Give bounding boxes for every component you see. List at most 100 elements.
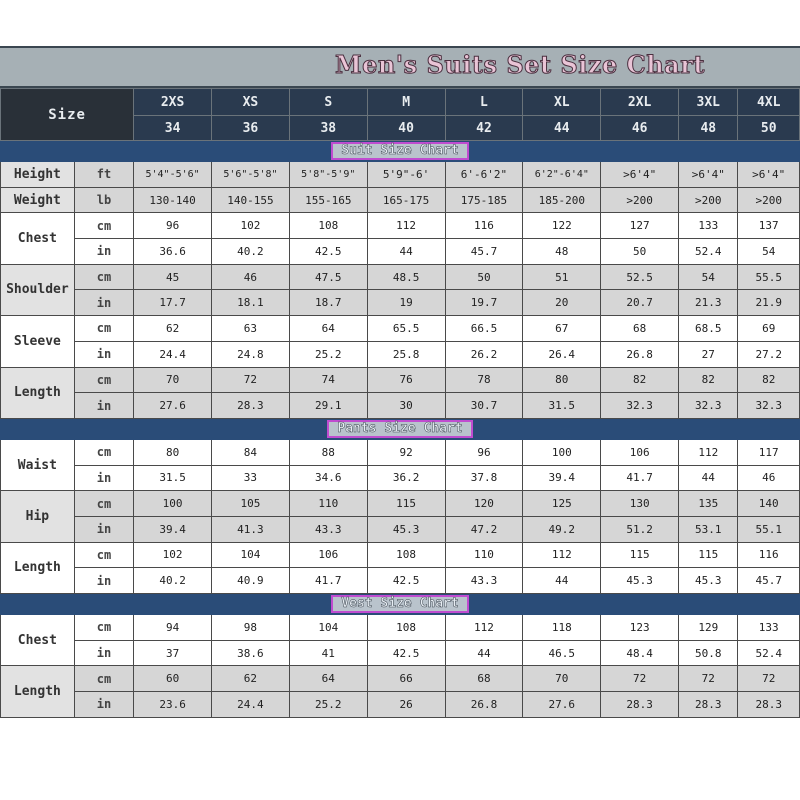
row-label: Weight: [0, 186, 75, 214]
value-cell: 27.6: [522, 691, 602, 718]
row-label: Hip: [0, 490, 75, 543]
value-cell: 27.2: [737, 340, 800, 368]
value-cell: 104: [288, 614, 368, 641]
value-cell: 82: [737, 366, 800, 394]
value-cell: 137: [737, 212, 800, 240]
value-cell: 102: [133, 541, 212, 569]
value-cell: 45.7: [737, 567, 800, 594]
value-cell: 44: [366, 238, 446, 265]
value-cell: 106: [600, 438, 680, 466]
value-cell: 5'4"-5'6": [133, 161, 212, 188]
value-cell: 96: [444, 438, 524, 466]
table-row: in 31.5 33 34.6 36.2 37.8 39.4 41.7 44 46: [1, 464, 800, 492]
size-label: Size: [0, 88, 135, 141]
value-cell: 100: [133, 490, 212, 517]
value-cell: 51.2: [600, 515, 680, 543]
value-cell: 45.3: [600, 567, 680, 594]
value-cell: 5'8"-5'9": [288, 161, 368, 188]
table-row: Sleeve cm 62 63 64 65.5 66.5 67 68 68.5 69: [0, 315, 800, 368]
value-cell: 28.3: [600, 691, 680, 718]
value-cell: 37.8: [444, 464, 524, 492]
unit-label: ft: [73, 161, 135, 188]
value-cell: 31.5: [522, 392, 602, 419]
value-cell: 55.5: [737, 263, 800, 291]
value-cell: 118: [522, 614, 602, 641]
size-header-row: Size 2XS XS S M L XL 2XL 3XL 4XL: [0, 88, 800, 141]
size-table: Size 2XS XS S M L XL 2XL 3XL 4XL 34 36 38 40 42 44 46 48 5…: [0, 88, 800, 718]
table-row: Chest cm 96 102 108 112 116 122 127 133 137: [0, 212, 800, 265]
value-cell: 185-200: [522, 186, 602, 214]
value-cell: 115: [600, 541, 680, 569]
value-cell: 50: [600, 238, 680, 265]
value-cell: 94: [133, 614, 212, 641]
value-cell: 130: [600, 490, 680, 517]
value-cell: 32.3: [737, 392, 800, 419]
value-cell: 41.7: [288, 567, 368, 594]
value-cell: 74: [288, 366, 368, 394]
section-banner-cell: Vest Size Chart: [0, 593, 800, 615]
value-cell: 129: [678, 614, 739, 641]
value-cell: 32.3: [600, 392, 680, 419]
value-cell: 108: [288, 212, 368, 240]
value-cell: 25.8: [366, 340, 446, 368]
value-cell: 44: [444, 639, 524, 667]
value-cell: 72: [678, 665, 739, 693]
value-cell: 44: [678, 464, 739, 492]
value-cell: 36.2: [366, 464, 446, 492]
value-cell: 6'-6'2": [444, 161, 524, 188]
value-cell: 45.3: [678, 567, 739, 594]
value-cell: 175-185: [444, 186, 524, 214]
section-banner: Pants Size Chart: [0, 417, 800, 440]
value-cell: >6'4": [678, 161, 739, 188]
value-cell: 25.2: [288, 691, 368, 718]
size-letter: S: [288, 88, 368, 116]
section-banner-cell: Pants Size Chart: [0, 417, 800, 440]
value-cell: 70: [522, 665, 602, 693]
value-cell: 26.2: [444, 340, 524, 368]
value-cell: 26.4: [522, 340, 602, 368]
section-title: Pants Size Chart: [327, 419, 473, 438]
table-row: Chest cm 94 98 104 108 112 118 123 129 133: [0, 613, 800, 667]
table-row: Weight lb 130-140 140-155 155-165 165-175 175-…: [0, 186, 800, 214]
unit-label: cm: [73, 665, 135, 693]
value-cell: 42.5: [288, 238, 368, 265]
size-number: 46: [600, 115, 680, 141]
value-cell: 125: [522, 490, 602, 517]
value-cell: 40.2: [211, 238, 290, 265]
section-banner-cell: Suit Size Chart: [0, 140, 800, 162]
value-cell: 84: [211, 438, 290, 466]
value-cell: 68.5: [678, 315, 739, 342]
row-label: Chest: [0, 613, 75, 667]
unit-label: in: [73, 238, 135, 265]
value-cell: >200: [737, 186, 800, 214]
value-cell: 140-155: [211, 186, 290, 214]
value-cell: 68: [444, 665, 524, 693]
table-row: Length cm 60 62 64 66 68 70 72 72 72: [0, 665, 800, 718]
value-cell: 40.2: [133, 567, 212, 594]
value-cell: 108: [366, 541, 446, 569]
value-cell: 50.8: [678, 639, 739, 667]
size-letter: M: [366, 88, 446, 116]
table-row: in 36.6 40.2 42.5 44 45.7 48 50 52.4 54: [1, 238, 800, 265]
size-letter: 4XL: [737, 88, 800, 116]
size-number: 50: [737, 115, 800, 141]
unit-label: cm: [73, 263, 135, 291]
value-cell: 116: [737, 541, 800, 569]
value-cell: 27: [678, 340, 739, 368]
value-cell: 36.6: [133, 238, 212, 265]
unit-label: cm: [73, 490, 135, 517]
value-cell: 28.3: [678, 691, 739, 718]
value-cell: 53.1: [678, 515, 739, 543]
value-cell: 20.7: [600, 289, 680, 317]
value-cell: 28.3: [737, 691, 800, 718]
value-cell: 88: [288, 438, 368, 466]
value-cell: 112: [444, 614, 524, 641]
value-cell: 50: [444, 263, 524, 291]
value-cell: 41.3: [211, 515, 290, 543]
value-cell: 28.3: [211, 392, 290, 419]
unit-label: cm: [73, 541, 135, 569]
unit-label: in: [73, 289, 135, 317]
value-cell: 32.3: [678, 392, 739, 419]
size-letter: 2XS: [133, 88, 212, 116]
value-cell: 24.8: [211, 340, 290, 368]
